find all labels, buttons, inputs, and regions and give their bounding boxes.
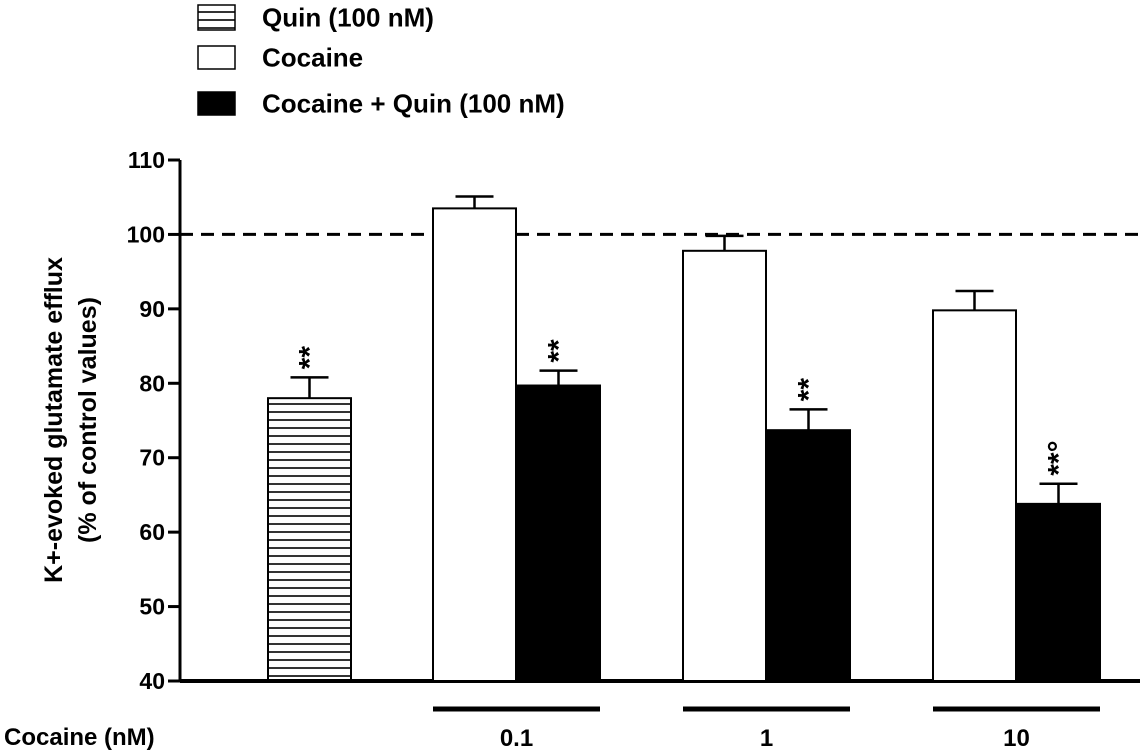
significance-annotation: **: [294, 346, 327, 370]
significance-annotation: **°: [1043, 440, 1076, 475]
bar-filled: [1016, 502, 1101, 682]
y-tick-label: 50: [139, 594, 165, 620]
x-category-label: 1: [760, 725, 773, 752]
legend-swatch-filled: [197, 91, 236, 116]
significance-annotation: **: [543, 339, 576, 363]
legend-label-filled: Cocaine + Quin (100 nM): [262, 89, 565, 119]
legend-label-open: Cocaine: [262, 43, 363, 73]
y-tick-label: 80: [139, 370, 165, 396]
bar-open: [932, 309, 1017, 682]
y-tick-label: 60: [139, 519, 165, 545]
legend-swatch-hatched: [197, 4, 236, 31]
y-tick-label: 110: [128, 147, 165, 173]
bar-filled: [516, 384, 601, 682]
legend-label-hatched: Quin (100 nM): [262, 3, 434, 33]
y-axis-title-line2: (% of control values): [74, 297, 102, 543]
y-tick-label: 90: [139, 296, 165, 322]
bar-open: [682, 249, 767, 682]
legend-swatch-open: [197, 45, 236, 70]
y-tick-label: 100: [127, 221, 165, 247]
y-tick-label: 70: [139, 445, 165, 471]
x-category-label: 0.1: [500, 725, 533, 752]
y-axis-title-line1: K+-evoked glutamate efflux: [40, 257, 68, 583]
x-category-label: 10: [1003, 725, 1030, 752]
significance-annotation: **: [793, 378, 826, 402]
x-axis-title: Cocaine (nM): [4, 724, 155, 751]
bar-hatched: [267, 397, 352, 682]
y-tick-label: 40: [139, 668, 165, 694]
bar-filled: [766, 429, 851, 682]
bar-open: [432, 207, 517, 682]
